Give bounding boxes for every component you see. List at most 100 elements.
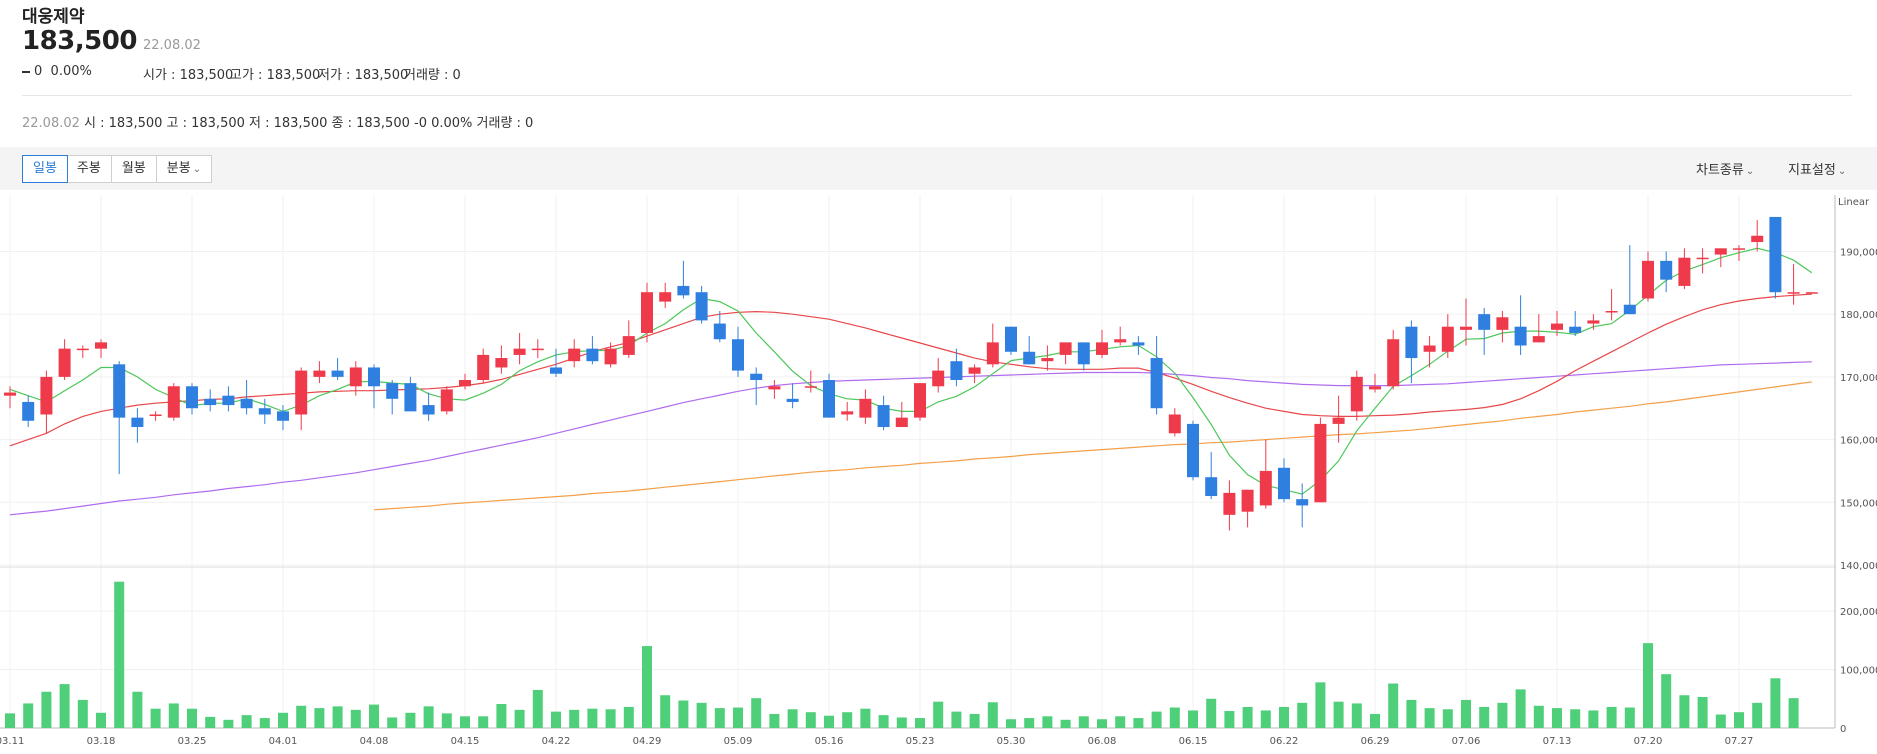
volume-bar <box>59 684 70 728</box>
tab-monthly[interactable]: 월봉 <box>112 156 157 182</box>
volume-bar <box>1097 719 1107 728</box>
candle-body <box>550 367 562 374</box>
volume-bar <box>514 709 525 728</box>
volume-bar <box>1115 716 1126 728</box>
volume-bar <box>1169 707 1180 728</box>
volume-bar <box>842 712 853 728</box>
candle-body <box>1041 358 1054 362</box>
volume-bar <box>1479 706 1490 728</box>
volume-bar <box>1661 674 1672 728</box>
tab-daily[interactable]: 일봉 <box>22 155 68 183</box>
candle-body <box>295 370 308 415</box>
volume-bar <box>1552 708 1562 728</box>
chevron-down-icon: ⌄ <box>1837 166 1847 177</box>
candle-body <box>604 348 617 365</box>
volume-bar <box>805 712 816 728</box>
volume-bar <box>1006 719 1016 728</box>
candle-body <box>768 386 781 390</box>
volume-bar <box>1333 701 1344 728</box>
volume-bar <box>1734 712 1744 728</box>
volume-bar <box>678 700 689 728</box>
volume-bar <box>1297 702 1308 728</box>
volume-bar <box>1260 710 1271 728</box>
indicator-settings-dropdown[interactable]: 지표설정 ⌄ <box>1788 159 1846 178</box>
candle-body <box>459 380 471 387</box>
open-price: 시가 : 183,500 <box>143 68 234 83</box>
candle-body <box>222 395 235 406</box>
candle-body <box>331 370 344 377</box>
price-tick-label: 160,000 <box>1840 436 1877 447</box>
chart-toolbar: 일봉 주봉 월봉 분봉 ⌄ 차트종류 ⌄ 지표설정 ⌄ <box>0 147 1877 190</box>
chevron-down-icon: ⌄ <box>1745 166 1755 177</box>
volume-bar <box>423 706 434 728</box>
candle-body <box>1678 257 1691 286</box>
candle-body <box>386 383 399 399</box>
candle-body <box>368 367 380 387</box>
volume-bar <box>5 713 15 728</box>
candle-body <box>1605 311 1618 313</box>
candle-body <box>1296 499 1309 506</box>
candle-body <box>1514 326 1527 346</box>
volume-bar <box>532 689 543 728</box>
volume-bar <box>915 718 925 728</box>
x-tick-label: 06.29 <box>1361 736 1390 747</box>
price-tick-label: 170,000 <box>1840 373 1877 384</box>
volume-bar <box>187 708 197 728</box>
volume-bar <box>478 716 489 728</box>
volume-bar <box>587 708 598 728</box>
current-price: 183,500 <box>22 26 137 56</box>
volume-bar <box>1697 696 1708 728</box>
candle-body <box>804 386 817 388</box>
volume-bar <box>205 716 216 728</box>
volume-bar <box>1406 699 1417 728</box>
ma60-line <box>9 361 1812 516</box>
volume-bar <box>642 646 652 728</box>
candle-body <box>1005 326 1017 352</box>
legend-date: 22.08.02 <box>22 116 80 131</box>
volume-bar <box>23 703 34 728</box>
volume-bar <box>1770 678 1781 728</box>
candle-body <box>1241 489 1254 512</box>
candle-body <box>586 348 599 362</box>
candle-body <box>1642 260 1654 299</box>
volume-bar <box>714 708 725 728</box>
chevron-down-icon: ⌄ <box>192 164 202 175</box>
candle-body <box>531 348 544 351</box>
x-tick-label: 03.25 <box>178 736 207 747</box>
trade-volume: 거래량 : 0 <box>404 68 461 83</box>
candle-body <box>1787 292 1800 294</box>
candle-body <box>1114 339 1127 343</box>
candle-body <box>841 411 854 415</box>
ma20-line <box>9 293 1812 447</box>
candle-body <box>968 367 981 374</box>
change-value: 0 <box>34 64 43 79</box>
header-divider <box>22 95 1852 96</box>
candle-body <box>1369 386 1381 390</box>
volume-tick-label: 0 <box>1840 724 1846 735</box>
chart-type-dropdown[interactable]: 차트종류 ⌄ <box>1696 159 1754 178</box>
candlestick-chart[interactable]: 140,000 150,000 160,000 170,000 180,000 190,0… <box>0 195 1877 754</box>
candle-body <box>1805 292 1818 294</box>
x-tick-label: 05.23 <box>906 736 935 747</box>
x-tick-label: 05.30 <box>997 736 1026 747</box>
volume-bar <box>569 709 580 728</box>
tab-minute[interactable]: 분봉 ⌄ <box>157 156 211 182</box>
tab-weekly[interactable]: 주봉 <box>67 156 112 182</box>
candle-body <box>1769 216 1782 293</box>
x-tick-label: 03.18 <box>87 736 116 747</box>
price-tick-label: 180,000 <box>1840 310 1877 321</box>
candle-body <box>4 392 16 396</box>
volume-bar <box>1715 714 1726 728</box>
candle-body <box>113 364 126 418</box>
candle-body <box>677 285 690 296</box>
candle-body <box>513 348 526 355</box>
candle-body <box>1150 358 1163 409</box>
volume-bar <box>969 713 980 728</box>
candle-body <box>1569 326 1582 333</box>
candle-body <box>1587 320 1600 324</box>
candle-body <box>40 376 53 415</box>
candle-body <box>1551 323 1563 330</box>
candle-body <box>695 292 708 321</box>
volume-bar <box>1151 711 1162 728</box>
candle-body <box>1714 248 1727 255</box>
